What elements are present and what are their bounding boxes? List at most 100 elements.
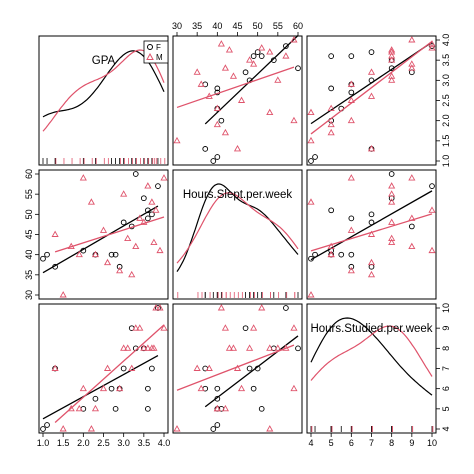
- data-point-M: [388, 46, 396, 53]
- legend-box: [143, 40, 169, 64]
- regression-line-M: [54, 324, 165, 424]
- data-point-M: [132, 242, 140, 250]
- data-point-M: [388, 198, 396, 205]
- data-point-F: [214, 85, 221, 92]
- data-point-M: [51, 364, 59, 371]
- data-point-F: [295, 345, 301, 352]
- data-point-F: [112, 251, 119, 258]
- tick-label: 4.0: [158, 438, 171, 448]
- tick-label: 4: [441, 426, 451, 431]
- panel-GPA-vs-Hours.Slept.per.week: [172, 35, 303, 166]
- data-point-M: [258, 304, 266, 311]
- data-point-F: [368, 211, 375, 218]
- data-point-M: [229, 344, 238, 351]
- data-point-M: [197, 384, 205, 392]
- tick-label: 9: [409, 438, 414, 448]
- tick-label: 3.5: [138, 438, 151, 448]
- data-point-F: [408, 223, 415, 230]
- tick-label: 60: [24, 169, 34, 179]
- panel-frame: [172, 303, 303, 434]
- data-point-M: [221, 324, 229, 331]
- tick-label: 1.5: [57, 438, 70, 448]
- data-point-M: [274, 344, 282, 351]
- data-point-F: [210, 158, 217, 164]
- data-point-M: [428, 40, 436, 47]
- data-point-M: [229, 72, 238, 79]
- data-point-F: [155, 183, 161, 189]
- data-point-F: [246, 365, 253, 372]
- data-point-F: [92, 395, 99, 402]
- tick-label: 1.0: [441, 155, 451, 168]
- data-point-M: [197, 80, 205, 87]
- data-point-M: [116, 384, 124, 392]
- data-point-M: [140, 218, 148, 225]
- data-point-M: [150, 344, 158, 351]
- data-point-M: [327, 104, 335, 112]
- data-point-M: [152, 206, 160, 213]
- tick-label: 35: [192, 21, 202, 31]
- data-point-M: [408, 242, 416, 250]
- tick-label: 2.5: [441, 94, 451, 107]
- data-point-F: [145, 215, 151, 222]
- tick-label: 2.0: [441, 114, 451, 127]
- regression-line-M: [54, 216, 165, 253]
- tick-label: 6: [349, 438, 354, 448]
- data-point-M: [156, 246, 164, 254]
- data-point-M: [388, 56, 396, 63]
- data-point-M: [290, 116, 298, 124]
- data-point-M: [307, 198, 315, 205]
- data-point-F: [250, 385, 257, 392]
- data-point-M: [327, 250, 335, 258]
- data-point-M: [266, 344, 274, 351]
- data-point-M: [307, 108, 315, 116]
- data-point-F: [250, 53, 257, 59]
- data-point-F: [40, 255, 46, 262]
- tick-label: 3.0: [441, 74, 451, 87]
- data-point-M: [79, 174, 87, 181]
- data-point-F: [149, 211, 155, 218]
- data-point-M: [124, 234, 132, 241]
- data-point-M: [282, 52, 290, 59]
- data-point-M: [128, 270, 136, 278]
- data-point-M: [217, 40, 225, 47]
- data-point-M: [367, 230, 376, 237]
- data-point-M: [388, 76, 396, 83]
- data-point-M: [221, 404, 229, 412]
- data-point-M: [388, 52, 396, 59]
- tick-label: 40: [212, 21, 222, 31]
- data-point-M: [148, 198, 156, 205]
- tick-label: 60: [293, 21, 303, 31]
- data-point-M: [144, 182, 152, 189]
- data-point-F: [132, 171, 139, 177]
- data-point-M: [225, 344, 234, 351]
- density-curve-M: [310, 325, 433, 381]
- data-point-F: [312, 154, 318, 160]
- data-point-F: [328, 53, 335, 59]
- data-point-F: [348, 53, 355, 59]
- panel-frame: [172, 169, 303, 300]
- data-point-M: [367, 144, 376, 152]
- data-point-F: [140, 195, 147, 202]
- data-point-M: [408, 64, 416, 71]
- tick-label: 10: [441, 303, 451, 313]
- tick-label: 55: [24, 189, 34, 199]
- data-point-M: [347, 116, 355, 124]
- data-point-F: [328, 207, 335, 214]
- regression-line-F: [310, 41, 433, 125]
- data-point-M: [213, 404, 221, 412]
- data-point-M: [132, 324, 140, 331]
- data-point-M: [367, 258, 376, 266]
- data-point-F: [242, 69, 249, 76]
- data-point-M: [103, 364, 112, 371]
- panel-frame: [306, 169, 437, 300]
- data-point-F: [308, 158, 314, 164]
- tick-label: 6: [441, 386, 451, 391]
- data-point-F: [338, 251, 345, 258]
- data-point-M: [59, 425, 67, 432]
- regression-line-F: [42, 355, 159, 420]
- legend-label-F: F: [156, 43, 161, 52]
- panel-GPA-vs-GPA: GPA FM: [38, 35, 169, 166]
- density-curve-F: [310, 317, 433, 396]
- data-point-M: [225, 46, 234, 53]
- data-point-F: [44, 422, 50, 428]
